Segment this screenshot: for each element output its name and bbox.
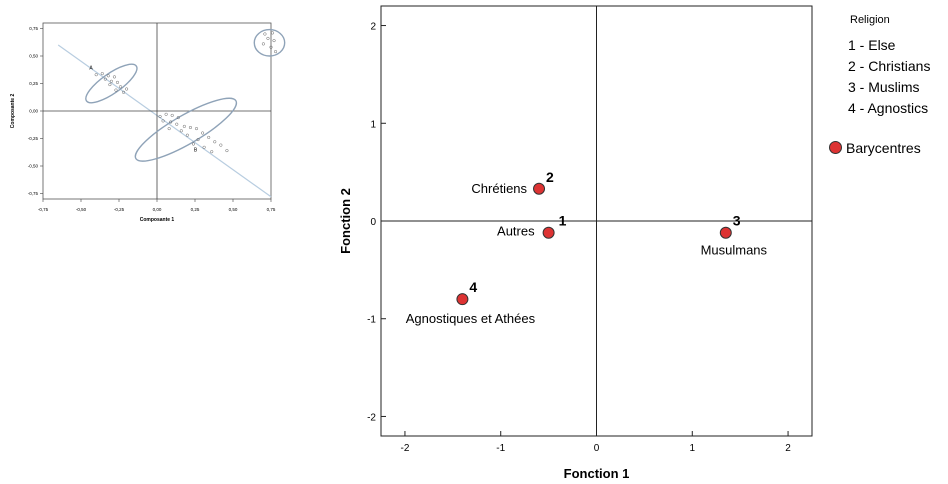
legend-item-else: 1 - Else [848, 37, 896, 53]
pca-point [201, 131, 205, 135]
pca-group-ellipse [85, 63, 138, 104]
pca-y-tick-label: 0,75 [29, 26, 38, 31]
pca-point [213, 140, 217, 144]
x-tick-label: -1 [496, 443, 505, 454]
pca-x-axis-title: Composante 1 [140, 217, 175, 223]
pca-point [109, 79, 113, 83]
y-tick-label: 0 [370, 217, 376, 228]
pca-point [270, 31, 275, 35]
x-tick-label: 0 [594, 443, 600, 454]
pca-x-tick-label: -0,50 [76, 207, 87, 212]
x-tick-label: 1 [689, 443, 695, 454]
point-name-label: Musulmans [701, 243, 768, 258]
legend-item-christians: 2 - Christians [848, 58, 931, 74]
pca-y-tick-label: -0,25 [28, 136, 39, 141]
pca-point [112, 75, 116, 79]
y-axis-title: Fonction 2 [338, 188, 353, 254]
pca-point [158, 114, 162, 119]
pca-y-axis-title: Composante 2 [10, 94, 16, 129]
pca-x-tick-label: 0,75 [267, 207, 276, 212]
pca-point [108, 83, 112, 87]
pca-y-tick-label: 0,50 [29, 54, 38, 59]
pca-group-ellipse [134, 97, 238, 162]
pca-point [115, 80, 120, 84]
point-number-label: 1 [559, 213, 567, 229]
pca-point [196, 138, 200, 142]
pca-point [118, 85, 123, 89]
point-name-label: Autres [497, 224, 535, 239]
pca-y-tick-label: 0,00 [29, 109, 38, 114]
pca-point [185, 133, 189, 137]
pca-group-ellipse [253, 28, 286, 57]
pca-point [182, 124, 186, 128]
x-tick-label: -2 [400, 443, 409, 454]
point-number-label: 3 [733, 213, 741, 229]
pca-point [122, 90, 126, 94]
pca-point [176, 116, 180, 120]
pca-point [266, 36, 270, 40]
pca-point [269, 45, 273, 49]
pca-y-tick-label: -0,50 [28, 164, 39, 169]
pca-point [100, 72, 104, 76]
pca-x-tick-label: 0,00 [153, 207, 162, 212]
pca-point [225, 149, 229, 153]
legend-barycentres: Barycentres [829, 140, 921, 156]
pca-point [125, 87, 129, 91]
legend-item-muslims: 3 - Muslims [848, 79, 920, 95]
point-name-label: Chrétiens [471, 181, 527, 196]
barycentre-point [719, 226, 732, 239]
pca-point [103, 77, 107, 81]
pca-point [210, 150, 214, 154]
y-tick-label: -2 [367, 412, 376, 423]
pca-point [167, 127, 171, 131]
pca-point [106, 74, 110, 78]
barycentre-point [533, 182, 546, 195]
pca-point [170, 113, 174, 117]
barycentre-marker-icon [829, 141, 842, 154]
legend-barycentres-label: Barycentres [846, 140, 921, 156]
pca-point [272, 39, 276, 43]
pca-point [169, 120, 173, 124]
pca-point [263, 32, 267, 36]
pca-x-tick-label: -0,25 [114, 207, 125, 212]
pca-point [188, 125, 192, 130]
pca-x-tick-label: 0,50 [229, 207, 238, 212]
pca-point [94, 73, 98, 77]
pca-point [261, 42, 265, 46]
barycentre-point [456, 293, 469, 306]
pca-point [114, 88, 118, 92]
point-number-label: 4 [469, 279, 477, 295]
legend-title: Religion [850, 14, 890, 26]
x-axis-title: Fonction 1 [564, 466, 630, 481]
legend-item-agnostics: 4 - Agnostics [848, 100, 929, 116]
pca-point [164, 112, 168, 116]
point-number-label: 2 [546, 169, 554, 185]
y-tick-label: 2 [370, 22, 376, 33]
pca-point [207, 135, 211, 139]
pca-point [175, 122, 179, 126]
barycentre-point [542, 226, 555, 239]
pca-point [194, 127, 199, 131]
pca-y-tick-label: -0,75 [28, 191, 39, 196]
pca-group-label: B [194, 148, 198, 154]
pca-point [161, 119, 165, 123]
pca-point [219, 143, 223, 147]
pca-point [191, 142, 196, 146]
y-tick-label: 1 [370, 119, 376, 130]
pca-point [274, 50, 278, 54]
pca-group-label: A [89, 66, 93, 72]
x-tick-label: 2 [785, 443, 791, 454]
pca-x-tick-label: -0,75 [38, 207, 49, 212]
pca-point [202, 145, 206, 149]
pca-point [179, 129, 183, 133]
point-name-label: Agnostiques et Athées [406, 311, 536, 326]
pca-x-tick-label: 0,25 [191, 207, 200, 212]
y-tick-label: -1 [367, 315, 376, 326]
pca-y-tick-label: 0,25 [29, 81, 38, 86]
